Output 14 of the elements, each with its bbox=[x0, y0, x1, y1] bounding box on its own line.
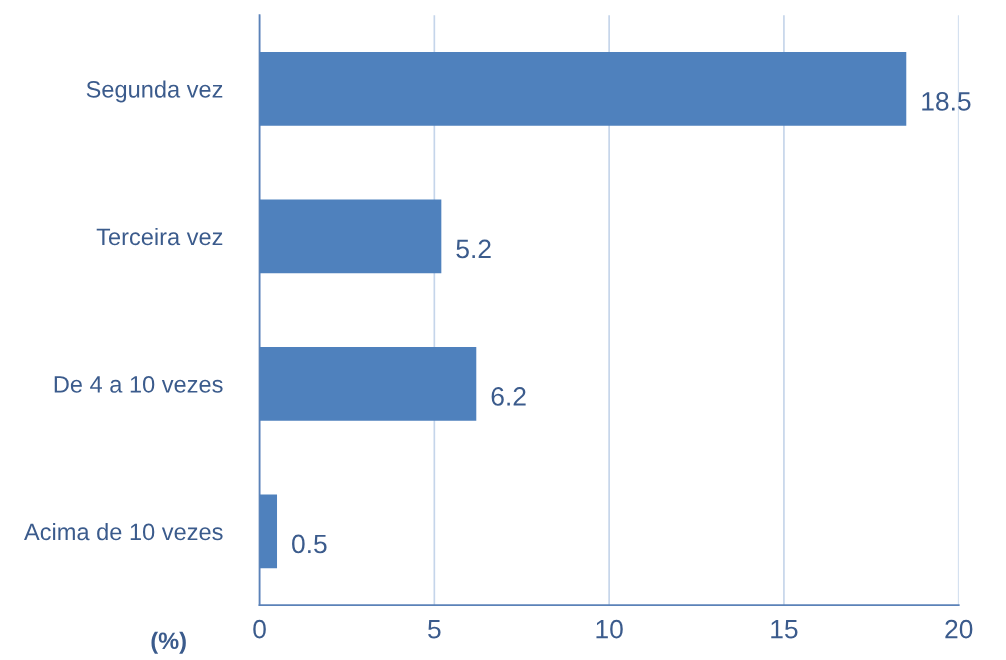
y-tick-label: Segunda vez bbox=[86, 80, 223, 103]
y-tick-label: Terceira vez bbox=[96, 227, 223, 246]
data-label: 5.2 bbox=[456, 239, 491, 259]
x-tick-label: 10 bbox=[596, 619, 623, 639]
x-tick-label: 20 bbox=[945, 619, 973, 639]
data-label: 0.5 bbox=[292, 534, 327, 554]
x-tick-label: 5 bbox=[428, 620, 441, 639]
data-label: 6.2 bbox=[491, 387, 526, 406]
x-tick-label: 0 bbox=[253, 619, 266, 639]
y-tick-label: Acima de 10 vezes bbox=[24, 522, 223, 541]
y-tick-label: De 4 a 10 vezes bbox=[54, 376, 223, 393]
x-axis-title: (%) bbox=[151, 631, 186, 654]
x-tick-label: 15 bbox=[771, 620, 798, 639]
data-label: 18.5 bbox=[922, 92, 971, 111]
